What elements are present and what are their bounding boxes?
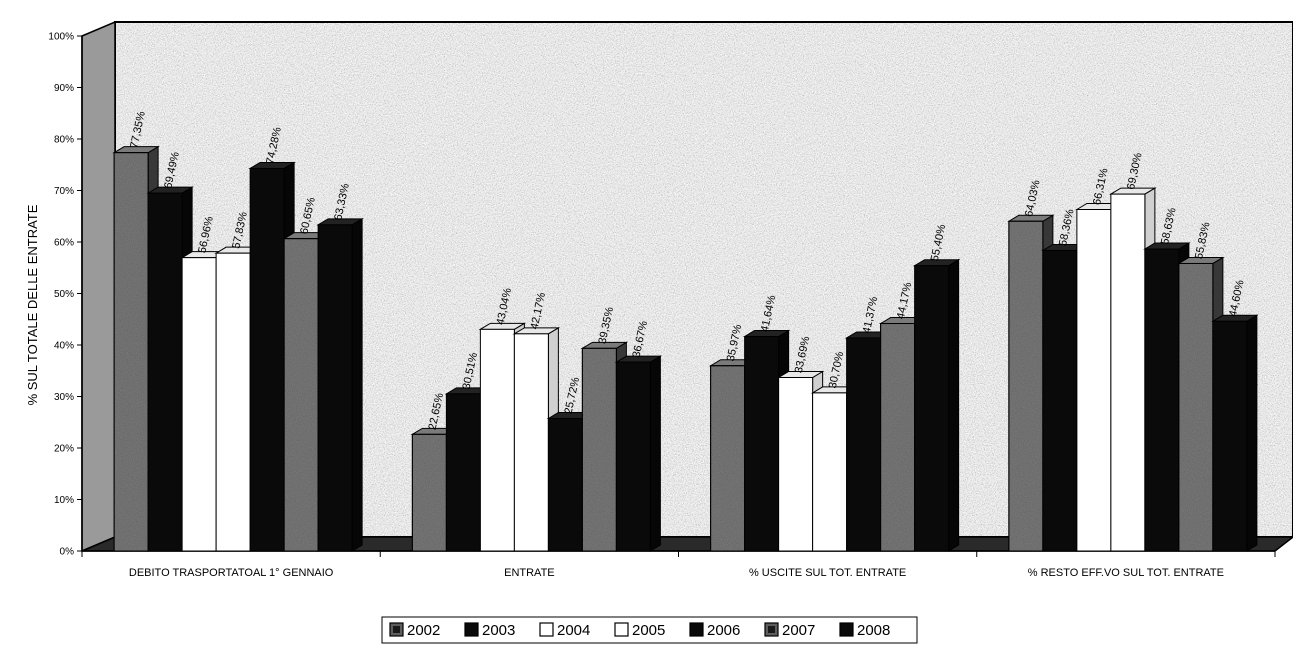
bar-texture <box>412 434 447 551</box>
bar-front <box>479 328 515 552</box>
bar-front <box>1144 248 1180 552</box>
bar-front <box>547 418 583 552</box>
side-wall <box>81 20 116 553</box>
bar-texture <box>1008 221 1043 552</box>
bar-front <box>615 361 651 552</box>
y-axis-title: % SUL TOTALE DELLE ENTRATE <box>25 204 40 405</box>
legend-swatch-detail <box>768 626 775 633</box>
x-tick-label: % USCITE SUL TOT. ENTRATE <box>749 567 906 579</box>
legend-swatch <box>839 622 854 637</box>
legend-label: 2005 <box>632 622 665 639</box>
bars <box>112 145 1259 552</box>
legend-swatch <box>539 622 554 637</box>
bar <box>316 217 364 552</box>
legend-label: 2002 <box>407 622 440 639</box>
y-tick-label: 80% <box>54 135 74 146</box>
legend-swatch <box>464 622 479 637</box>
legend: 2002 2003 2004 2005 2006 2007 2008 <box>381 616 918 644</box>
x-tick-label: ENTRATE <box>504 567 555 579</box>
bar-front <box>215 252 251 552</box>
y-tick-label: 100% <box>48 32 74 43</box>
bar-front <box>1076 209 1112 552</box>
bar-front <box>181 257 217 552</box>
bar-texture <box>582 348 617 551</box>
bar-side <box>1246 314 1258 552</box>
bar-front <box>778 376 814 552</box>
y-tick-label: 60% <box>54 238 74 249</box>
bar-front <box>1212 320 1248 552</box>
legend-label: 2004 <box>557 622 590 639</box>
bar-front <box>147 192 183 552</box>
legend-label: 2008 <box>857 622 890 639</box>
bar-front <box>445 393 481 552</box>
bar <box>1211 314 1259 552</box>
x-tick-label: DEBITO TRASPORTATOAL 1° GENNAIO <box>129 567 334 579</box>
y-tick-label: 20% <box>54 444 74 455</box>
legend-label: 2006 <box>707 622 740 639</box>
bar <box>708 358 757 552</box>
y-tick-label: 50% <box>54 289 74 300</box>
bar-texture <box>880 323 915 551</box>
y-tick-label: 40% <box>54 341 74 352</box>
bar-front <box>249 167 285 552</box>
x-tick-label: % RESTO EFF.VO SUL TOT. ENTRATE <box>1028 567 1224 579</box>
bar <box>112 145 160 552</box>
bar-texture <box>114 152 149 551</box>
bar-texture <box>284 238 319 551</box>
bar-texture <box>1178 263 1213 551</box>
bar-side <box>649 355 661 552</box>
bar-front <box>317 224 353 552</box>
bar <box>614 355 663 552</box>
bar-front <box>812 392 848 552</box>
bar-side <box>351 217 363 552</box>
legend-swatch-detail <box>393 626 400 633</box>
x-axis: DEBITO TRASPORTATOAL 1° GENNAIO ENTRATE % … <box>81 550 1276 579</box>
legend-label: 2007 <box>782 622 815 639</box>
bar <box>912 258 961 552</box>
bar <box>282 231 330 552</box>
bar-front <box>1042 249 1078 552</box>
bar-texture <box>710 365 745 551</box>
bar <box>580 341 629 552</box>
bar-front <box>513 333 549 552</box>
bar-front <box>1110 193 1146 552</box>
y-tick-label: 70% <box>54 186 74 197</box>
bar-front <box>914 265 950 552</box>
legend-swatch <box>614 622 629 637</box>
data-labels: 77,35%69,49%56,96% 57,83%74,28%60,65% 63,3… <box>128 110 1246 431</box>
y-tick-label: 90% <box>54 83 74 94</box>
y-tick-label: 30% <box>54 392 74 403</box>
legend-swatch <box>689 622 704 637</box>
bar-front <box>846 337 882 552</box>
bar-side <box>948 258 960 552</box>
legend-label: 2003 <box>482 622 515 639</box>
y-axis: 0% 10% 20% 30% 40% 50% 60% 70% 80% 90% 100% <box>48 32 83 558</box>
y-tick-label: 0% <box>60 547 75 558</box>
bar-front <box>744 336 780 552</box>
y-tick-label: 10% <box>54 495 74 506</box>
